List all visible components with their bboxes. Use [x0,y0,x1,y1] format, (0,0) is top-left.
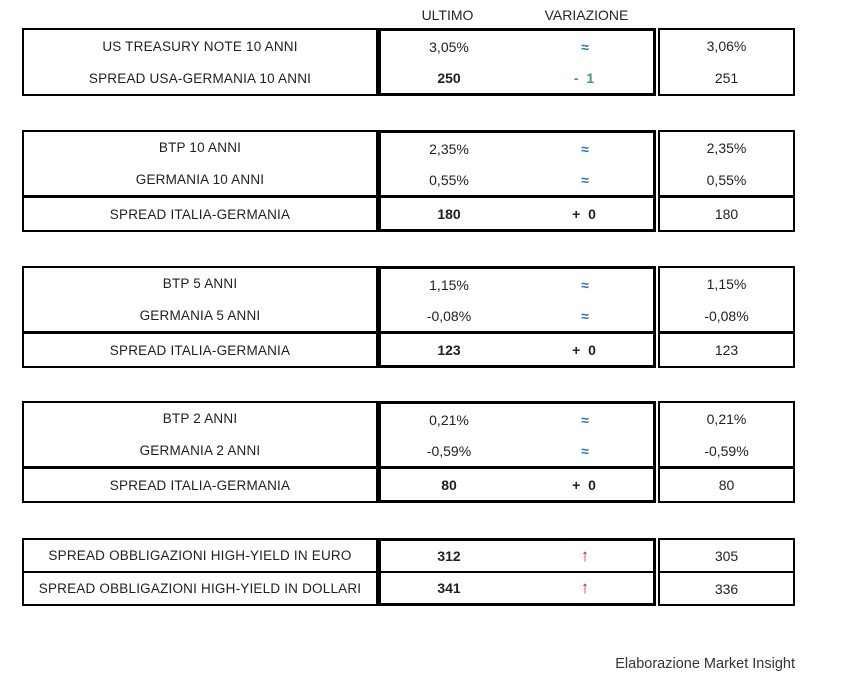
arrow-up-icon: ↑ [580,546,590,565]
flat-approx-icon: ≈ [581,140,589,157]
previous-value: 80 [660,466,793,501]
column-header-ultimo: ULTIMO [421,7,474,23]
block-btp-5y: BTP 5 ANNI GERMANIA 5 ANNI SPREAD ITALIA… [22,266,795,368]
previous-value: 336 [660,571,793,604]
previous-value: -0,08% [704,307,749,324]
table-row: 341 ↑ [381,571,653,603]
label-column: BTP 2 ANNI GERMANIA 2 ANNI SPREAD ITALIA… [22,401,378,503]
ultimo-value: 0,21% [429,411,469,428]
ultimo-value: 1,15% [429,276,469,293]
flat-approx-icon: ≈ [581,276,589,293]
block-us-treasury-10y: US TREASURY NOTE 10 ANNI SPREAD USA-GERM… [22,28,795,96]
ultimo-value: -0,08% [426,307,472,324]
row-label: BTP 5 ANNI [162,276,238,292]
flat-approx-icon: ≈ [581,411,589,428]
row-label: SPREAD ITALIA-GERMANIA [24,331,376,366]
table-row: 0,21% ≈ [381,404,653,435]
block-high-yield: SPREAD OBBLIGAZIONI HIGH-YIELD IN EURO S… [22,538,795,606]
ultimo-value: 341 [437,580,461,596]
ultimo-value: 80 [441,476,457,493]
table-row: -0,08% ≈ [381,300,653,331]
previous-column: 3,06% 251 [658,28,795,96]
previous-value: 123 [660,331,793,366]
previous-value: 3,06% [706,38,747,54]
table-row: 3,05% ≈ [381,31,653,62]
ultimo-variazione-column: 0,21% ≈ -0,59% ≈ 80 + 0 [378,401,656,503]
flat-approx-icon: ≈ [581,442,589,459]
block-btp-10y: BTP 10 ANNI GERMANIA 10 ANNI SPREAD ITAL… [22,130,795,232]
flat-approx-icon: ≈ [581,38,589,55]
label-column: BTP 10 ANNI GERMANIA 10 ANNI SPREAD ITAL… [22,130,378,232]
table-row: 2,35% ≈ [381,133,653,164]
row-label: US TREASURY NOTE 10 ANNI [102,38,298,54]
previous-value: 0,55% [706,171,747,188]
row-label: SPREAD OBBLIGAZIONI HIGH-YIELD IN DOLLAR… [24,571,376,604]
previous-column: 305 336 [658,538,795,606]
flat-approx-icon: ≈ [581,307,589,324]
previous-value: 180 [660,195,793,230]
variation-zero-value: + 0 [572,341,598,358]
column-headers: ULTIMO VARIAZIONE [378,4,656,26]
previous-value: 0,21% [706,410,747,427]
row-label: SPREAD ITALIA-GERMANIA [24,466,376,501]
variation-down-value: - 1 [573,69,597,86]
previous-value: 251 [714,70,739,86]
table-row: 312 ↑ [381,541,653,571]
ultimo-variazione-column: 1,15% ≈ -0,08% ≈ 123 + 0 [378,266,656,368]
ultimo-variazione-column: 2,35% ≈ 0,55% ≈ 180 + 0 [378,130,656,232]
previous-column: 1,15% -0,08% 123 [658,266,795,368]
previous-value: 1,15% [706,275,747,292]
ultimo-value: 123 [437,341,461,358]
arrow-up-icon: ↑ [580,578,590,597]
label-column: US TREASURY NOTE 10 ANNI SPREAD USA-GERM… [22,28,378,96]
table-row: -0,59% ≈ [381,435,653,466]
row-label: BTP 10 ANNI [158,140,242,156]
previous-value: 2,35% [706,139,747,156]
table-row: 250 - 1 [381,62,653,93]
ultimo-value: 312 [437,548,461,564]
previous-value: 305 [714,547,739,564]
bond-spreads-table: ULTIMO VARIAZIONE US TREASURY NOTE 10 AN… [22,0,795,672]
ultimo-value: 2,35% [429,140,469,157]
ultimo-value: 3,05% [429,38,469,55]
table-row: 123 + 0 [381,331,653,365]
column-header-variazione: VARIAZIONE [544,7,629,23]
label-column: SPREAD OBBLIGAZIONI HIGH-YIELD IN EURO S… [22,538,378,606]
ultimo-value: -0,59% [426,442,472,459]
label-column: BTP 5 ANNI GERMANIA 5 ANNI SPREAD ITALIA… [22,266,378,368]
table-row: 1,15% ≈ [381,269,653,300]
ultimo-value: 0,55% [429,171,469,188]
row-label: SPREAD ITALIA-GERMANIA [24,195,376,230]
table-row: 180 + 0 [381,195,653,229]
previous-value: -0,59% [704,442,749,459]
row-label: GERMANIA 10 ANNI [135,172,265,187]
flat-approx-icon: ≈ [581,171,589,188]
row-label: BTP 2 ANNI [162,411,238,427]
block-btp-2y: BTP 2 ANNI GERMANIA 2 ANNI SPREAD ITALIA… [22,401,795,503]
row-label: GERMANIA 2 ANNI [139,443,261,458]
ultimo-value: 180 [437,205,461,222]
row-label: GERMANIA 5 ANNI [139,308,261,323]
ultimo-variazione-column: 3,05% ≈ 250 - 1 [378,28,656,96]
ultimo-variazione-column: 312 ↑ 341 ↑ [378,538,656,606]
ultimo-value: 250 [437,69,461,86]
variation-zero-value: + 0 [572,476,598,493]
source-credit: Elaborazione Market Insight [615,656,795,672]
row-label: SPREAD USA-GERMANIA 10 ANNI [88,70,312,86]
previous-column: 0,21% -0,59% 80 [658,401,795,503]
table-row: 0,55% ≈ [381,164,653,195]
table-row: 80 + 0 [381,466,653,500]
variation-zero-value: + 0 [572,205,598,222]
previous-column: 2,35% 0,55% 180 [658,130,795,232]
row-label: SPREAD OBBLIGAZIONI HIGH-YIELD IN EURO [48,548,352,563]
